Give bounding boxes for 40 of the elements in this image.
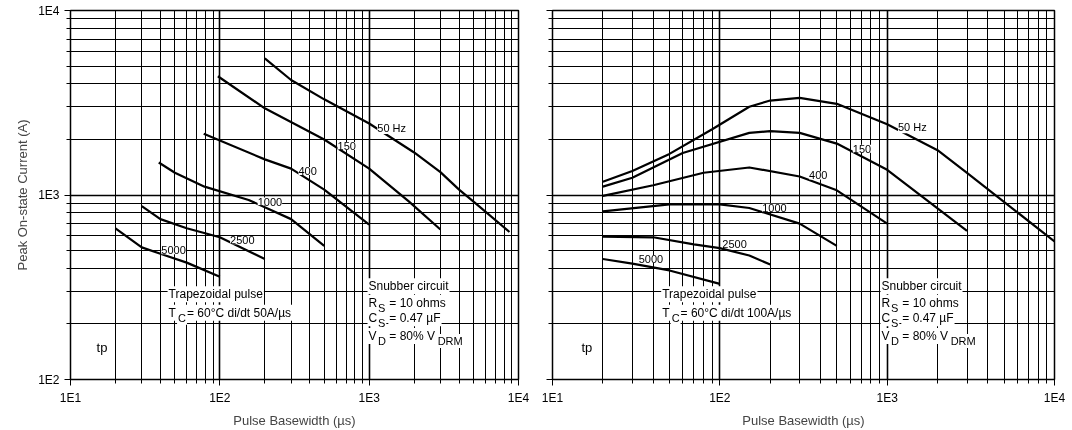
annotation: tp [96, 339, 108, 355]
series-label: 1000 [257, 195, 283, 208]
x-axis-title: Pulse Basewidth (µs) [233, 412, 356, 428]
x-tick-label: 1E1 [59, 390, 82, 405]
x-axis-title: Pulse Basewidth (µs) [742, 412, 865, 428]
series-label: 400 [809, 169, 828, 182]
x-tick-label: 1E3 [358, 390, 381, 405]
series-label: 2500 [722, 237, 747, 250]
series-label: 5000 [161, 244, 186, 257]
series-label: 5000 [638, 253, 664, 266]
annotation: Trapezoidal pulse [662, 287, 757, 302]
annotation: Trapezoidal pulse [168, 287, 264, 302]
series-label: 50 Hz [897, 121, 927, 134]
series-label: 1000 [762, 201, 787, 214]
x-tick-label: 1E4 [507, 390, 530, 405]
annotation: RS = 10 ohms [368, 295, 446, 314]
series-label: 2500 [230, 234, 255, 247]
y-axis-title: Peak On-state Current (A) [15, 119, 31, 271]
series-label: 150 [337, 140, 356, 153]
x-tick-label: 1E2 [709, 390, 731, 405]
annotation: VD = 80% VDRM [881, 329, 976, 348]
annotation: Snubber circuit [368, 279, 450, 294]
annotation: RS = 10 ohms [881, 295, 959, 314]
annotation: Snubber circuit [881, 279, 963, 294]
annotation: TC= 60°C di/dt 100A/µs [662, 305, 792, 324]
annotation: VD = 80% VDRM [368, 329, 463, 348]
series-label: 50 Hz [377, 122, 407, 134]
x-tick-label: 1E4 [1043, 390, 1066, 405]
series-label: 150 [852, 142, 872, 155]
annotation: CS = 0.47 µF [368, 311, 441, 330]
x-tick-label: 1E1 [541, 390, 564, 405]
y-tick-label: 1E2 [38, 372, 60, 387]
x-tick-label: 1E3 [876, 390, 899, 405]
annotation: tp [581, 339, 593, 355]
annotation: CS = 0.47 µF [881, 311, 954, 330]
y-tick-label: 1E3 [38, 188, 60, 202]
x-tick-label: 1E2 [209, 390, 231, 405]
series-label: 400 [298, 165, 317, 178]
y-tick-label: 1E4 [38, 3, 60, 18]
annotation: TC= 60°C di/dt 50A/µs [168, 305, 292, 324]
